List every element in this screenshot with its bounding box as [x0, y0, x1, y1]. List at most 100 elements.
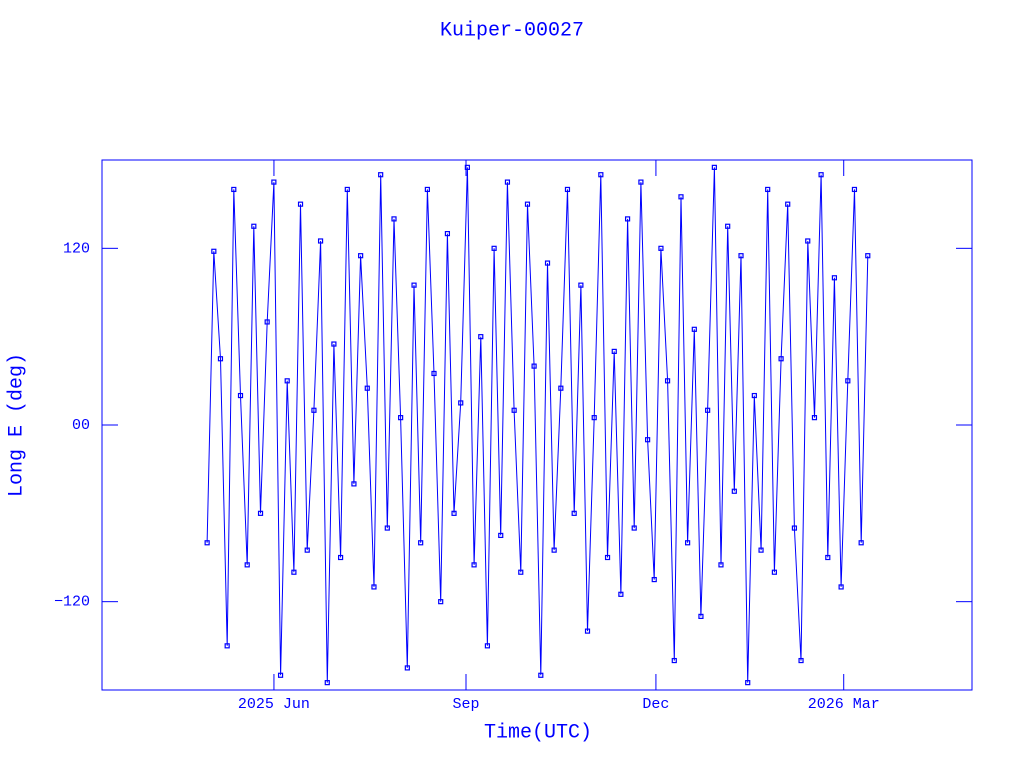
point [838, 584, 844, 590]
point [705, 407, 711, 413]
point [745, 680, 751, 686]
point [865, 253, 871, 259]
point [438, 599, 444, 605]
point [317, 238, 324, 244]
point [805, 238, 811, 244]
point [471, 562, 477, 568]
point [371, 584, 377, 590]
point [711, 164, 717, 170]
point [217, 356, 224, 362]
point [624, 216, 631, 222]
point [231, 186, 237, 193]
point [718, 562, 724, 568]
point [511, 407, 517, 413]
point [311, 407, 317, 413]
point [604, 554, 611, 561]
point [578, 282, 584, 288]
point [458, 400, 464, 406]
point [685, 540, 691, 546]
point [344, 186, 350, 193]
point [211, 248, 217, 254]
point [591, 415, 597, 421]
x-tick-label: 2025 Jun [238, 696, 310, 713]
point [291, 569, 297, 575]
point [257, 510, 264, 516]
point [364, 385, 370, 391]
point [845, 378, 851, 384]
point [331, 341, 337, 347]
point [611, 348, 617, 354]
point [551, 547, 557, 553]
point [237, 392, 244, 399]
point [378, 172, 384, 178]
point [304, 547, 310, 553]
point [404, 665, 410, 671]
point [524, 201, 531, 207]
point [324, 680, 330, 686]
point [678, 194, 684, 200]
point [858, 540, 864, 546]
point [798, 657, 804, 664]
point [338, 554, 344, 561]
plot-frame [101, 159, 973, 691]
point [544, 260, 551, 266]
point [244, 562, 250, 568]
point [297, 201, 304, 207]
point [651, 576, 657, 583]
point [738, 253, 744, 259]
point [831, 275, 838, 281]
point [785, 201, 791, 207]
point [418, 540, 424, 546]
y-axis-label: Long E (deg) [5, 353, 28, 497]
point [851, 186, 858, 193]
point [351, 481, 357, 487]
point [264, 319, 270, 325]
x-tick-label: Sep [452, 696, 479, 713]
point [825, 554, 831, 561]
point [284, 378, 290, 384]
point [671, 657, 677, 664]
point [698, 613, 704, 619]
point [664, 378, 671, 384]
point [618, 591, 624, 597]
point [518, 569, 524, 575]
point [731, 488, 737, 494]
x-tick-label: Dec [642, 696, 669, 713]
point [358, 253, 364, 259]
point [444, 231, 451, 237]
point [691, 326, 697, 332]
point [571, 510, 577, 516]
point [224, 643, 230, 649]
point [531, 363, 537, 369]
point [391, 216, 397, 222]
point [778, 356, 784, 362]
point [251, 223, 257, 229]
point [398, 415, 404, 421]
point [484, 643, 491, 649]
point [584, 628, 591, 634]
point [631, 525, 637, 531]
point [491, 245, 497, 251]
point [411, 282, 417, 288]
point [645, 437, 651, 443]
point [818, 172, 824, 178]
y-tick-label: 00 [72, 417, 90, 434]
point [811, 415, 818, 421]
point [598, 172, 604, 178]
point [451, 510, 457, 516]
trace-line [206, 167, 869, 683]
chart-title: Kuiper-00027 [440, 19, 584, 42]
point [758, 547, 764, 553]
point [765, 186, 771, 193]
point [791, 525, 798, 531]
x-tick-label: 2026 Mar [808, 696, 880, 713]
point [478, 334, 484, 340]
point [498, 532, 504, 539]
point [538, 672, 544, 678]
point [271, 179, 277, 185]
point [384, 525, 390, 531]
point [204, 540, 210, 546]
y-tick-label: 120 [63, 240, 90, 257]
